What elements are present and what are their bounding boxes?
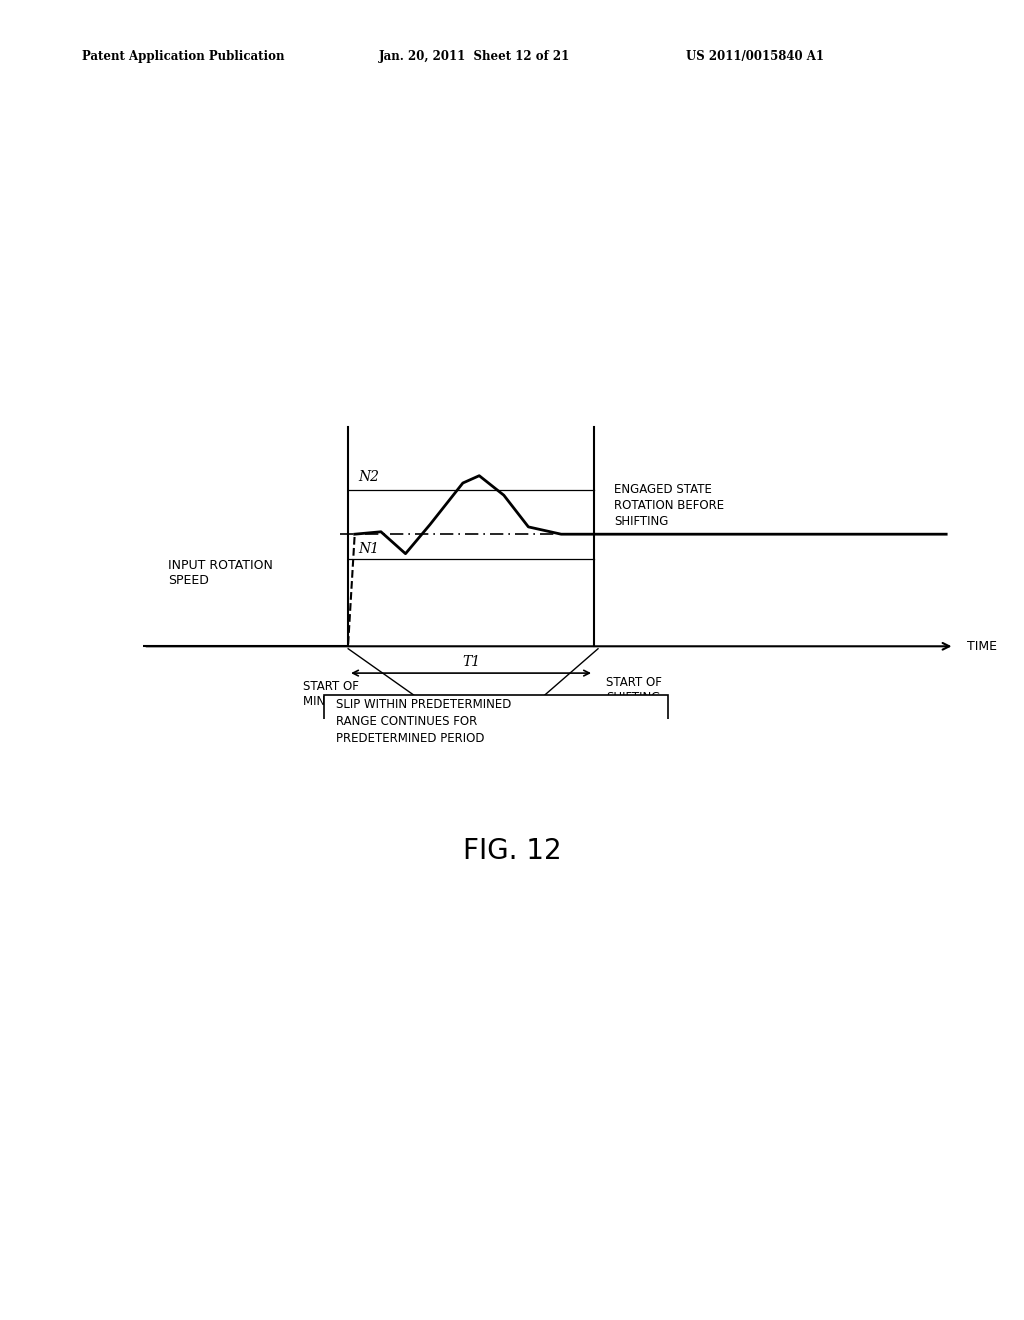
Text: Patent Application Publication: Patent Application Publication [82,50,285,63]
Text: SLIP WITHIN PREDETERMINED
RANGE CONTINUES FOR
PREDETERMINED PERIOD: SLIP WITHIN PREDETERMINED RANGE CONTINUE… [336,698,511,746]
Text: START OF
MINUTE SLIP: START OF MINUTE SLIP [303,680,377,709]
Text: N1: N1 [358,543,379,556]
Text: TIME: TIME [967,640,996,653]
Bar [324,696,668,748]
Text: INPUT ROTATION
SPEED: INPUT ROTATION SPEED [168,560,272,587]
Text: T1: T1 [462,655,480,669]
Text: ENGAGED STATE
ROTATION BEFORE
SHIFTING: ENGAGED STATE ROTATION BEFORE SHIFTING [614,483,725,528]
Text: START OF
SHIFTING: START OF SHIFTING [606,676,663,704]
Text: N2: N2 [358,470,379,484]
Text: FIG. 12: FIG. 12 [463,837,561,866]
Text: US 2011/0015840 A1: US 2011/0015840 A1 [686,50,824,63]
Text: Jan. 20, 2011  Sheet 12 of 21: Jan. 20, 2011 Sheet 12 of 21 [379,50,570,63]
